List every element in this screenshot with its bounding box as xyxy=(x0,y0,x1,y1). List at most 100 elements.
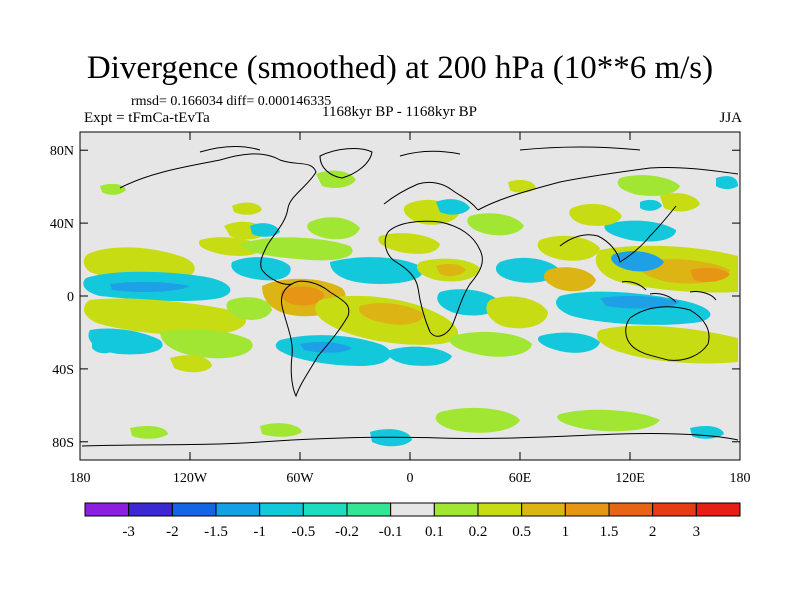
colorbar-swatch xyxy=(608,502,654,517)
colorbar-swatch xyxy=(477,502,523,517)
field-blob xyxy=(600,295,680,309)
lon-tick-label: 180 xyxy=(730,471,751,486)
field-blob xyxy=(690,426,724,439)
lon-tick-label: 120E xyxy=(615,471,645,486)
field-blob xyxy=(226,297,272,320)
colorbar-swatch xyxy=(433,502,479,517)
field-blob xyxy=(250,223,280,237)
colorbar-label: 2 xyxy=(649,524,657,540)
colorbar-swatch xyxy=(128,502,173,517)
colorbar-label: -1 xyxy=(253,524,266,540)
field-blob xyxy=(358,303,424,325)
field-blob xyxy=(387,346,452,366)
colorbar-label: 0.5 xyxy=(512,524,531,540)
lat-tick-label: 40N xyxy=(50,217,74,232)
colorbar-swatch xyxy=(302,502,348,517)
colorbar-label: -1.5 xyxy=(204,524,228,540)
colorbar-label: 1 xyxy=(562,524,570,540)
field-blob xyxy=(92,338,116,354)
coastline-antarctica xyxy=(81,432,739,447)
colorbar-swatch xyxy=(215,502,261,517)
field-blob xyxy=(486,296,548,329)
field-blob xyxy=(198,237,262,256)
field-blob xyxy=(508,180,536,193)
colorbar-swatch xyxy=(652,502,697,517)
lon-tick-label: 60W xyxy=(286,471,314,486)
field-blob xyxy=(100,183,126,195)
field-blob xyxy=(569,203,622,226)
field-blob xyxy=(436,199,470,215)
colorbar-label: -0.1 xyxy=(379,524,403,540)
field-blob xyxy=(300,341,352,353)
lat-tick-label: 40S xyxy=(52,363,74,378)
field-blob xyxy=(84,298,247,336)
field-blob xyxy=(617,175,680,196)
colorbar-swatch xyxy=(84,502,130,517)
field-blob xyxy=(596,325,738,364)
lon-tick-label: 0 xyxy=(407,471,414,486)
colorbar-swatch xyxy=(521,502,566,517)
coastline-arctic xyxy=(199,145,641,157)
field-blob xyxy=(435,407,520,433)
field-blob xyxy=(640,199,662,211)
field-blob xyxy=(307,217,360,240)
coastline-europe xyxy=(383,181,479,211)
field-blob xyxy=(436,263,466,277)
coastline-south-america xyxy=(281,280,350,398)
coastline-north-america xyxy=(119,153,317,285)
lon-tick-label: 180 xyxy=(70,471,91,486)
field-blob xyxy=(611,251,664,272)
colorbar-swatch xyxy=(346,502,392,517)
field-blob xyxy=(543,267,596,292)
field-blob xyxy=(378,233,440,254)
colorbar-label: -0.2 xyxy=(335,524,359,540)
colorbar-swatch xyxy=(390,502,435,517)
colorbar-swatch xyxy=(171,502,217,517)
colorbar-label: 0.2 xyxy=(469,524,488,540)
experiment-label: Expt = tFmCa-tEvTa xyxy=(84,110,210,126)
period-label: 1168kyr BP - 1168kyr BP xyxy=(322,104,478,120)
lon-tick-label: 120W xyxy=(173,471,208,486)
colorbar: -3 -2 -1.5 -1 -0.5 -0.2 -0.1 0.1 0.2 0.5 1 1.5 2 3 xyxy=(84,502,741,540)
latitude-axis: 80N 40N 0 40S 80S xyxy=(50,144,740,451)
colorbar-label: -3 xyxy=(122,524,135,540)
colorbar-label: 1.5 xyxy=(600,524,619,540)
field-blob xyxy=(467,213,524,236)
field-blob xyxy=(280,286,324,306)
field-blob xyxy=(110,281,190,293)
longitude-axis: 180 120W 60W 0 60E 120E 180 xyxy=(70,132,751,486)
coastlines xyxy=(81,145,739,447)
field-blob xyxy=(260,423,302,437)
field-blob xyxy=(716,176,738,189)
colorbar-label: 0.1 xyxy=(425,524,444,540)
field-blob xyxy=(170,355,212,373)
season-label: JJA xyxy=(719,110,742,126)
colorbar-label: -0.5 xyxy=(291,524,315,540)
colorbar-swatch xyxy=(695,502,741,517)
field-blob xyxy=(660,193,700,212)
field-blob xyxy=(537,332,600,353)
field-blob xyxy=(449,331,532,357)
field-blob xyxy=(232,202,262,215)
lat-tick-label: 0 xyxy=(67,290,74,305)
coastline-africa xyxy=(384,220,483,337)
field-blob xyxy=(160,329,253,359)
colorbar-label: 3 xyxy=(693,524,701,540)
coastline-asia xyxy=(477,166,739,263)
coastline-australia xyxy=(625,306,710,361)
field-blob xyxy=(604,220,676,242)
colorbar-swatch xyxy=(259,502,304,517)
field-blob xyxy=(130,426,168,439)
plot-title: Divergence (smoothed) at 200 hPa (10**6 … xyxy=(86,50,714,86)
field-blob xyxy=(557,409,660,432)
lat-tick-label: 80S xyxy=(52,436,74,451)
field-blob xyxy=(437,289,500,316)
lat-tick-label: 80N xyxy=(50,144,74,159)
field-blob xyxy=(690,267,730,282)
lon-tick-label: 60E xyxy=(509,471,532,486)
coastline-maritime-continent xyxy=(621,281,717,303)
stats-text: rmsd= 0.166034 diff= 0.000146335 xyxy=(131,94,332,109)
field-blob xyxy=(316,170,356,188)
field-blob xyxy=(537,235,600,261)
